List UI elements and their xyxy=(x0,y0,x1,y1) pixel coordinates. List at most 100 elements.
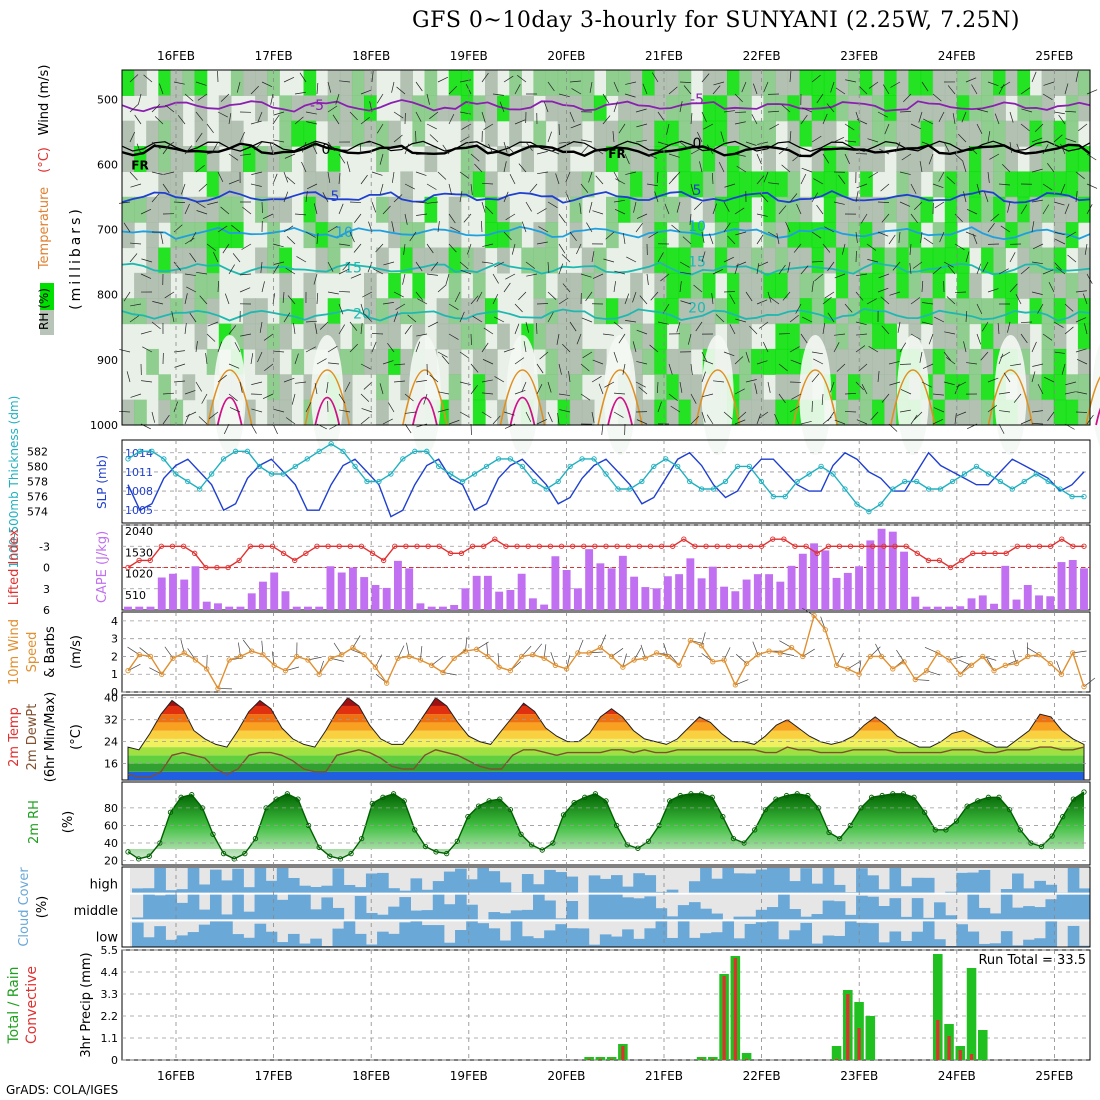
wind-barb xyxy=(767,291,772,303)
cloud-cell-middle xyxy=(566,901,579,921)
rh-cell xyxy=(1053,399,1067,426)
wind-barb xyxy=(626,256,637,263)
wind-barb xyxy=(833,137,845,143)
lifted-index-point xyxy=(814,550,820,556)
rh2m-point xyxy=(1081,789,1087,795)
isotherm-30-loop xyxy=(314,396,341,426)
wind-barb xyxy=(393,380,405,383)
wind-barb xyxy=(897,321,901,333)
rh-cell xyxy=(255,348,268,375)
rh-cell xyxy=(533,298,547,325)
thickness-point xyxy=(232,448,239,454)
wind10m-point xyxy=(957,671,963,677)
rh-cell xyxy=(896,171,910,198)
rh-cell xyxy=(702,171,716,198)
rh-cell xyxy=(727,222,740,249)
rh-cell xyxy=(472,171,486,198)
wind-barb xyxy=(702,359,714,365)
lifted-index-point xyxy=(714,543,720,549)
rh-cell xyxy=(823,247,837,274)
wind-barb xyxy=(879,148,890,155)
cloud-row-label: high xyxy=(90,877,118,892)
rh-legend-swatch xyxy=(40,310,54,335)
cloud-cell-low xyxy=(1023,939,1035,947)
date-label-bottom: 21FEB xyxy=(645,1069,683,1083)
cape-bar xyxy=(787,565,796,610)
wind-barb xyxy=(718,161,725,173)
rh-cell xyxy=(751,374,764,401)
wind-barb xyxy=(963,191,967,203)
wind-barb xyxy=(898,231,901,243)
rh-cell xyxy=(557,171,571,198)
wind10m-point xyxy=(867,653,873,660)
rh-cell xyxy=(279,374,292,401)
wind-barb xyxy=(679,101,683,113)
lifted-index-point xyxy=(914,550,920,556)
rh2m-point xyxy=(922,809,928,815)
wind-barb xyxy=(822,113,828,125)
cloud-cell-high xyxy=(299,885,311,894)
cape-bar xyxy=(945,606,953,610)
cloud-cell-middle xyxy=(254,893,267,921)
thickness-point xyxy=(842,486,848,492)
wind-barb xyxy=(591,376,602,383)
wind-barb xyxy=(888,361,900,365)
rh-cell xyxy=(860,120,873,147)
wind-barb xyxy=(344,381,351,392)
rh-cell xyxy=(908,196,922,223)
lifted-index-point xyxy=(570,543,576,549)
cloud-cell-middle xyxy=(622,897,634,921)
cape-bar xyxy=(146,606,155,610)
cape-bar xyxy=(990,603,998,610)
wind-barb xyxy=(954,213,963,223)
wind-barb xyxy=(470,385,478,395)
wind-barb xyxy=(525,201,532,212)
rh-cell xyxy=(376,348,389,375)
rh-cell xyxy=(908,95,922,122)
wind-barb xyxy=(910,213,918,223)
wind-barb xyxy=(877,231,889,237)
rh-cell xyxy=(872,196,885,223)
cape-bar xyxy=(540,604,549,610)
wind-barb xyxy=(867,259,879,263)
rh-cell xyxy=(351,70,365,96)
wind-barb xyxy=(217,341,223,353)
rh-cell xyxy=(654,348,668,375)
thickness-point xyxy=(149,448,155,454)
wind10m-point xyxy=(856,671,862,677)
rh-cell xyxy=(497,323,510,350)
wind-barb xyxy=(944,331,956,335)
precip-tick: 4.4 xyxy=(101,966,119,979)
wind-barb xyxy=(558,213,566,224)
wind-barb xyxy=(261,81,273,88)
rh-dry-plume xyxy=(701,335,734,455)
pressure-tick: 1000 xyxy=(90,419,118,432)
rh-cell xyxy=(944,348,958,375)
wind-barb xyxy=(763,81,769,93)
rh2m-point xyxy=(507,806,514,813)
rh-cell xyxy=(799,196,813,223)
rh-cell xyxy=(134,298,147,325)
wind-barb xyxy=(536,241,548,245)
wind-barb xyxy=(909,263,912,275)
wind-barb xyxy=(305,320,317,323)
rh2m-point xyxy=(1070,796,1077,802)
rh-cell xyxy=(569,171,583,198)
wind-barb xyxy=(547,312,554,323)
rh-cell xyxy=(581,348,595,375)
cape-bar xyxy=(326,566,335,610)
wind-barb xyxy=(1032,422,1044,425)
wind-barb xyxy=(822,323,826,335)
wind-barb xyxy=(199,295,208,305)
wind-barb xyxy=(382,205,391,215)
wind-barb xyxy=(789,405,800,413)
isotherm-25-loop xyxy=(987,369,1034,426)
wind-barb xyxy=(977,108,989,113)
rh-cell xyxy=(666,348,680,375)
cloud-cell-middle xyxy=(365,912,378,921)
wind-barb xyxy=(868,171,879,179)
lifted-index-point xyxy=(292,557,298,564)
rh-cell xyxy=(194,95,208,122)
wind-barb xyxy=(349,231,355,243)
cloud-cell-middle xyxy=(811,914,824,921)
